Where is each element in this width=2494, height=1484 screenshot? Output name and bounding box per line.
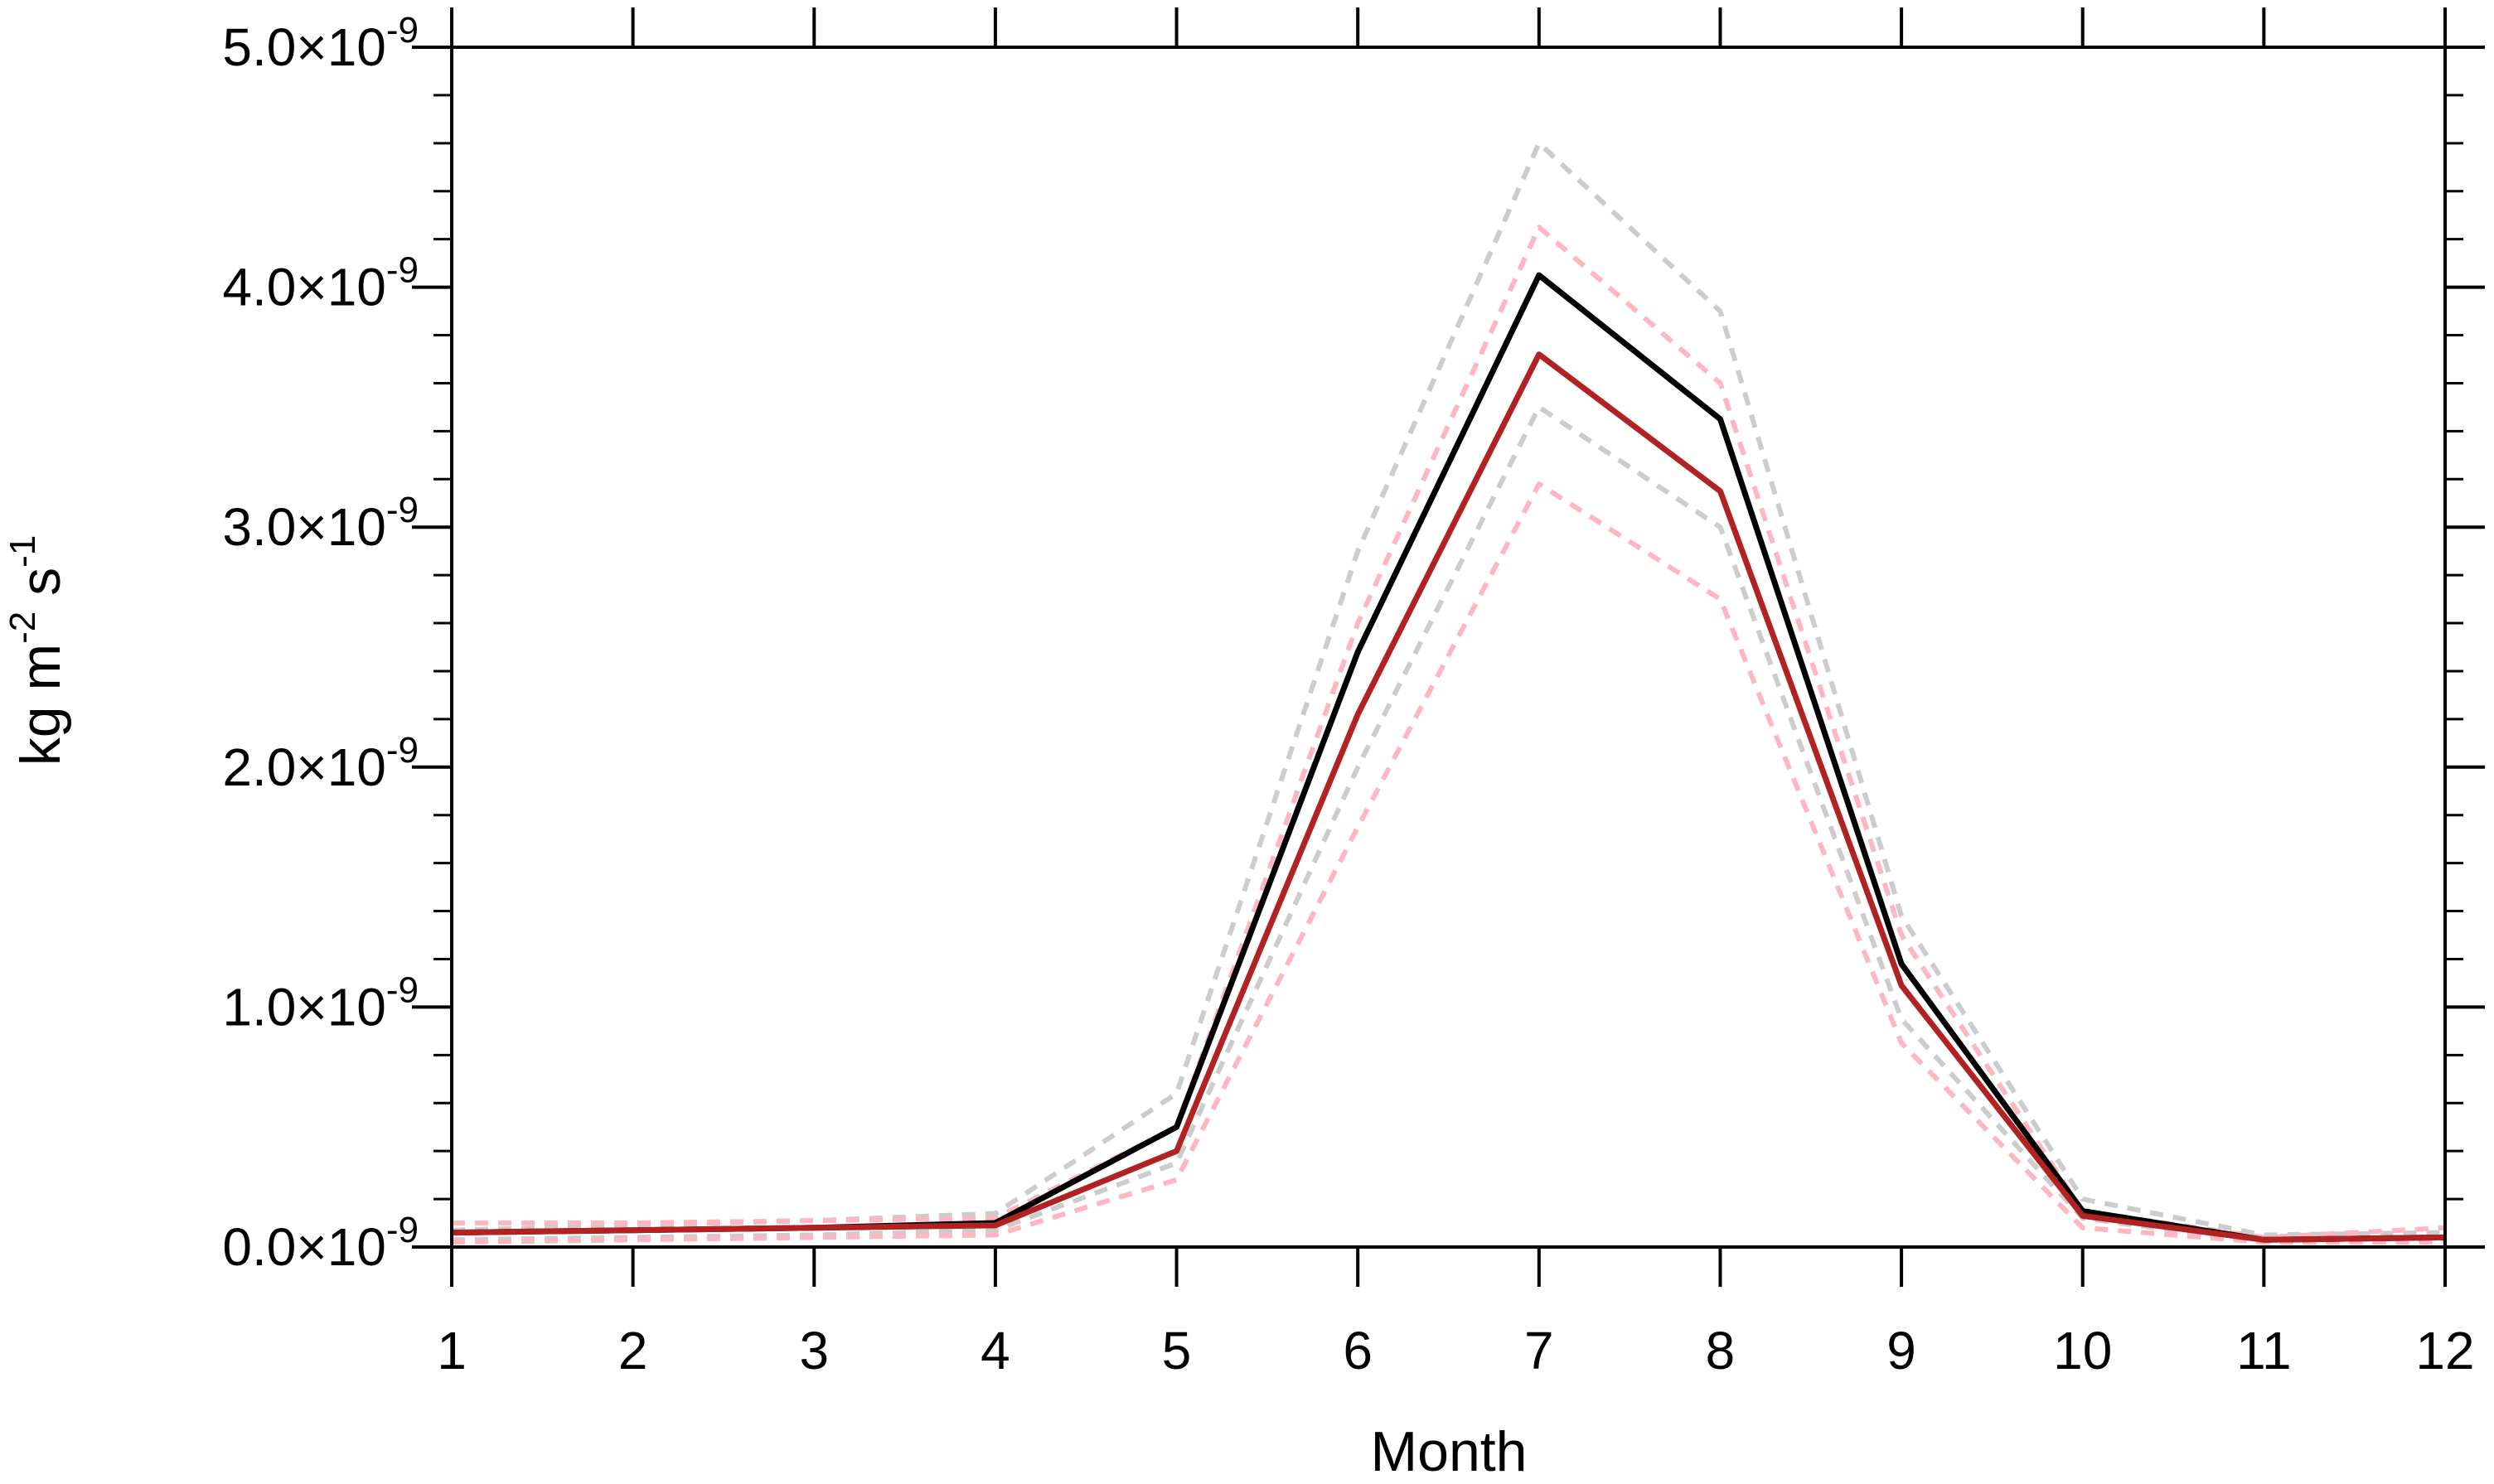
y-tick-label: 2.0×10-9 [222,730,419,797]
x-tick-label: 3 [799,1321,829,1380]
y-axis-title-unit: kg m [9,644,72,766]
y-tick-mantissa: 4.0×10 [222,258,386,317]
y-axis-title: kg m-2 s-1 [2,535,72,766]
series-line-1 [451,140,2446,1238]
y-tick-mantissa: 5.0×10 [222,17,386,77]
x-tick-label: 8 [1706,1321,1736,1380]
y-axis-title-mid: s [9,568,72,611]
x-axis-title: Month [1371,1420,1528,1483]
y-tick-exponent: -9 [386,490,419,530]
y-tick-exponent: -9 [386,969,419,1010]
x-tick-label: 1 [437,1321,467,1380]
x-tick-label: 4 [981,1321,1010,1380]
x-tick-label: 6 [1343,1321,1373,1380]
y-tick-mantissa: 1.0×10 [222,977,386,1037]
series-layer [451,140,2446,1245]
y-tick-label: 0.0×10-9 [222,1210,419,1277]
axis-layer [412,7,2485,1287]
y-tick-label: 1.0×10-9 [222,969,419,1037]
series-line-5 [451,272,2446,1243]
series-line-4 [451,481,2445,1245]
x-tick-label: 11 [2236,1321,2291,1380]
plot-frame [450,46,2447,1249]
y-tick-exponent: -9 [386,1210,419,1250]
x-tick-label: 7 [1524,1321,1554,1380]
y-tick-exponent: -9 [386,10,419,51]
y-tick-mantissa: 2.0×10 [222,737,386,797]
y-tick-label: 3.0×10-9 [222,490,419,557]
x-tick-label: 5 [1162,1321,1192,1380]
y-axis-title-exp1: -2 [2,611,43,644]
y-tick-mantissa: 0.0×10 [222,1217,386,1277]
x-tick-label: 10 [2053,1321,2112,1380]
y-tick-mantissa: 3.0×10 [222,497,386,557]
y-tick-exponent: -9 [386,250,419,291]
x-tick-label: 2 [618,1321,648,1380]
series-line-6 [451,351,2446,1243]
series-line-3 [452,225,2446,1240]
y-axis-title-exp2: -1 [2,535,43,568]
x-tick-label: 12 [2415,1321,2474,1380]
y-tick-label: 4.0×10-9 [222,250,419,317]
y-tick-label: 5.0×10-9 [222,10,419,77]
x-tick-label: 9 [1886,1321,1916,1380]
y-tick-exponent: -9 [386,730,419,771]
label-layer: 1 2 3 4 5 6 7 8 9 10 11 120.0×10-91.0×10-92.0×10-93… [222,10,2474,1380]
